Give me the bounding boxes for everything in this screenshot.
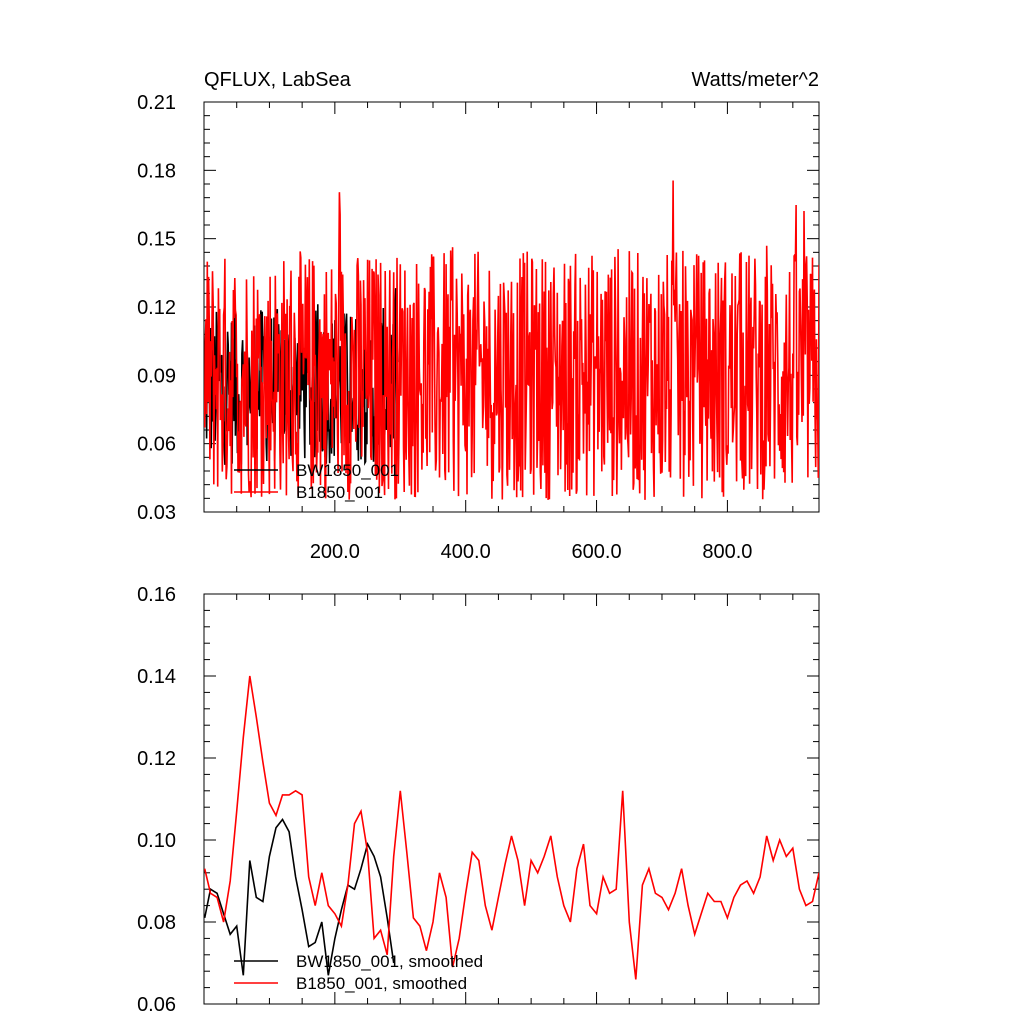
- y-tick-label: 0.08: [137, 912, 176, 934]
- y-tick-label: 0.15: [137, 229, 176, 251]
- x-tick-label: 400.0: [441, 541, 491, 563]
- bottom-panel: 0.06 0.08 0.10 0.12 0.14 0.16 BW1850_001, smo…: [137, 584, 820, 1016]
- y-tick-label: 0.10: [137, 830, 176, 852]
- y-tick-label: 0.12: [137, 297, 176, 319]
- legend-label-bw1850: BW1850_001: [296, 461, 399, 480]
- y-tick-label: 0.14: [137, 666, 176, 688]
- plot-frame: [203, 593, 820, 1005]
- units-label: Watts/meter^2: [691, 69, 819, 91]
- series-line-bw1850-001-smoothed: [204, 818, 395, 976]
- top-legend: BW1850_001 B1850_001: [234, 461, 399, 502]
- y-tick-label: 0.06: [137, 434, 176, 456]
- y-tick-label: 0.18: [137, 160, 176, 182]
- y-tick-label: 0.09: [137, 365, 176, 387]
- y-tick-label: 0.03: [137, 502, 176, 524]
- bottom-legend: BW1850_001, smoothed B1850_001, smoothed: [234, 952, 483, 993]
- x-tick-label: 800.0: [702, 541, 752, 563]
- legend-label-b1850-smoothed: B1850_001, smoothed: [296, 974, 467, 993]
- y-tick-label: 0.12: [137, 748, 176, 770]
- y-tick-label: 0.16: [137, 584, 176, 606]
- y-tick-label: 0.06: [137, 994, 176, 1016]
- series-line-b1850-001: [204, 180, 819, 500]
- bottom-plot-area: 0.06 0.08 0.10 0.12 0.14 0.16: [137, 584, 820, 1016]
- legend-label-b1850: B1850_001: [296, 483, 383, 502]
- series-line-b1850-001-smoothed: [204, 675, 819, 980]
- y-tick-label: 0.21: [137, 92, 176, 114]
- x-tick-label: 200.0: [310, 541, 360, 563]
- legend-label-bw1850-smoothed: BW1850_001, smoothed: [296, 952, 483, 971]
- chart-title: QFLUX, LabSea: [204, 69, 352, 91]
- top-panel: QFLUX, LabSea Watts/meter^2 0.03 0.06 0.09…: [137, 69, 820, 563]
- top-plot-area: 0.03 0.06 0.09 0.12 0.15 0.18 0.21 200.0 400.0 60…: [137, 92, 820, 563]
- x-tick-label: 600.0: [572, 541, 622, 563]
